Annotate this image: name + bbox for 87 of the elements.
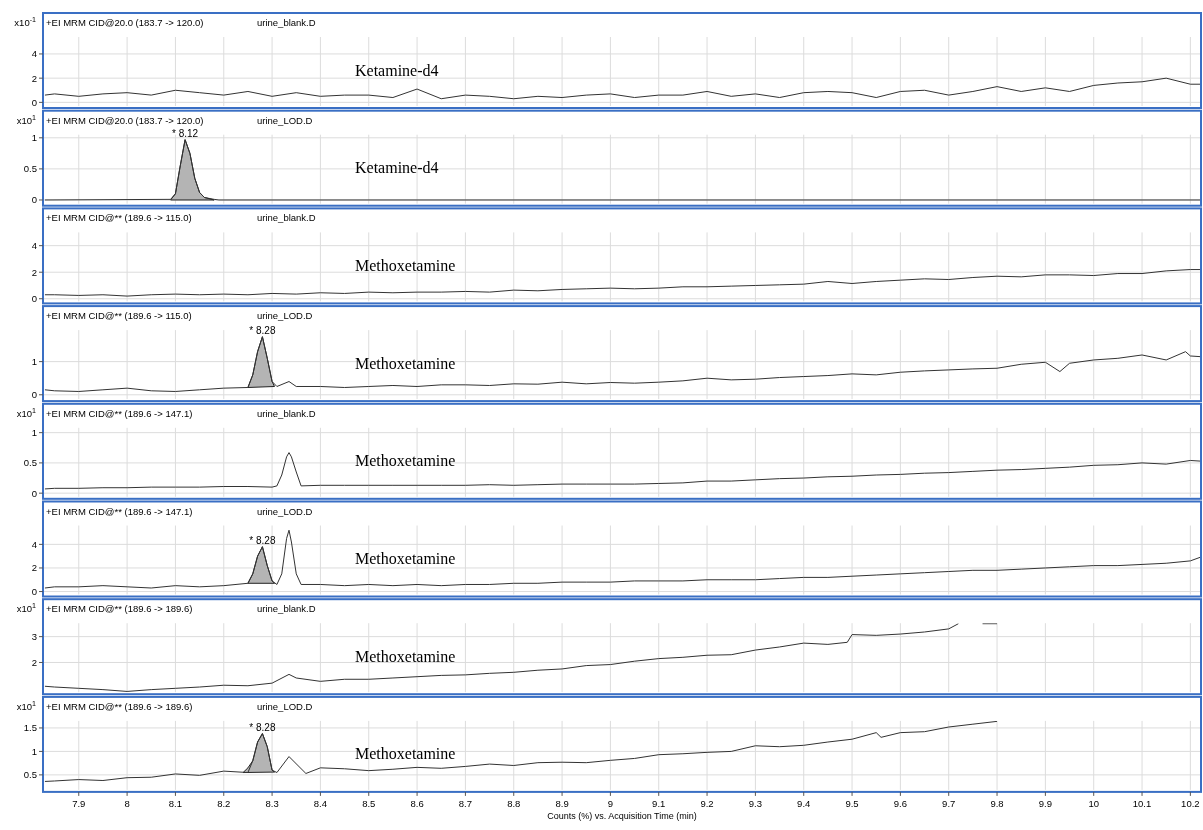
y-axis-title: x10$^{1}$: [16, 699, 37, 712]
x-tick-label: 7.9: [72, 797, 86, 809]
annotation: Methoxetamine: [355, 745, 456, 763]
chart-subtitle: urine_blank.D: [257, 407, 316, 419]
y-tick-label: 0: [31, 194, 37, 206]
line-series: [44, 529, 1201, 589]
x-tick-label: 9.8: [990, 797, 1004, 809]
annotation: * 8.12: [172, 127, 199, 139]
chart-title: +EI MRM CID@** (189.6 -> 115.0): [46, 212, 192, 224]
chart-subtitle: urine_blank.D: [257, 17, 316, 28]
chart-title: +EI MRM CID@** (189.6 -> 189.6): [46, 603, 193, 615]
chart-title: +EI MRM CID@** (189.6 -> 147.1): [46, 505, 193, 517]
chart-subtitle: urine_LOD.D: [257, 114, 313, 126]
x-tick-label: 8.7: [458, 797, 473, 809]
y-tick-label: 0: [31, 586, 37, 598]
annotation: * 8.28: [249, 534, 276, 546]
chart-subtitle: urine_LOD.D: [257, 505, 313, 517]
line-series: [44, 720, 998, 782]
line-series: [44, 269, 1201, 297]
annotation: Ketamine-d4: [355, 159, 439, 177]
x-tick-label: 10.1: [1132, 797, 1152, 809]
x-tick-label: 9.4: [797, 797, 811, 809]
annotation: Methoxetamine: [355, 452, 456, 470]
x-tick-label: 8.1: [168, 797, 183, 809]
y-tick-label: 4: [31, 48, 37, 60]
annotation: Methoxetamine: [355, 550, 456, 567]
y-tick-label: 0.5: [23, 769, 37, 781]
annotation: * 8.28: [249, 324, 276, 336]
chart-subtitle: urine_blank.D: [257, 212, 316, 224]
line-series: [44, 77, 1201, 100]
y-tick-label: 4: [31, 538, 37, 550]
x-tick-label: 9.1: [652, 797, 666, 809]
x-tick-label: 9.5: [845, 797, 859, 809]
x-tick-label: 8.4: [313, 797, 328, 809]
y-tick-label: 1: [31, 745, 37, 757]
y-tick-label: 0: [31, 389, 37, 401]
chart-title: +EI MRM CID@** (189.6 -> 189.6): [46, 700, 193, 712]
y-tick-label: 0.5: [23, 457, 37, 469]
y-tick-label: 4: [31, 240, 37, 252]
x-axis-title: Counts (%) vs. Acquisition Time (min): [547, 810, 697, 821]
y-axis-title: x10$^{1}$: [16, 602, 37, 615]
line-series: [44, 139, 1201, 201]
y-tick-label: 2: [31, 656, 37, 668]
y-axis-title: x10$^{-1}$: [14, 16, 37, 28]
x-tick-label: 10: [1088, 797, 1099, 809]
y-tick-label: 0: [31, 487, 37, 499]
y-tick-label: 1: [31, 356, 37, 368]
x-tick-label: 8.3: [265, 797, 279, 809]
annotation: Methoxetamine: [355, 256, 456, 274]
x-tick-label: 8.5: [362, 797, 376, 809]
annotation: Ketamine-d4: [355, 61, 439, 79]
chart-subtitle: urine_blank.D: [257, 603, 316, 615]
chart-title: +EI MRM CID@20.0 (183.7 -> 120.0): [46, 17, 204, 28]
y-axis-title: x10$^{1}$: [16, 113, 37, 126]
chart-title: +EI MRM CID@** (189.6 -> 147.1): [46, 407, 193, 419]
x-tick-label: 9.6: [893, 797, 907, 809]
x-tick-label: 8: [124, 797, 130, 809]
y-axis-title: x10$^{1}$: [16, 406, 37, 419]
y-tick-label: 0: [31, 96, 37, 108]
x-tick-label: 8.6: [410, 797, 424, 809]
annotation: Methoxetamine: [355, 647, 456, 665]
chart-title: +EI MRM CID@20.0 (183.7 -> 120.0): [46, 114, 204, 126]
line-series: [44, 336, 1201, 392]
y-tick-label: 1: [31, 132, 37, 144]
chart-title: +EI MRM CID@** (189.6 -> 115.0): [46, 310, 192, 322]
annotation: Methoxetamine: [355, 354, 456, 372]
y-tick-label: 1.5: [23, 722, 37, 734]
x-tick-label: 8.2: [217, 797, 231, 809]
chart-subtitle: urine_LOD.D: [257, 310, 313, 322]
y-tick-label: 0: [31, 293, 37, 305]
x-tick-label: 8.9: [555, 797, 569, 809]
x-tick-label: 8.8: [507, 797, 521, 809]
x-tick-label: 9.7: [942, 797, 956, 809]
annotation: * 8.28: [249, 721, 276, 733]
chart-subtitle: urine_LOD.D: [257, 700, 313, 712]
y-tick-label: 2: [31, 562, 37, 574]
x-tick-label: 9: [607, 797, 614, 809]
y-tick-label: 2: [31, 266, 37, 278]
x-tick-label: 9.9: [1038, 797, 1052, 809]
x-tick-label: 9.2: [700, 797, 714, 809]
y-tick-label: 0.5: [23, 163, 37, 175]
y-tick-label: 3: [31, 631, 37, 643]
x-tick-label: 10.2: [1181, 797, 1200, 809]
x-tick-label: 9.3: [748, 797, 762, 809]
y-tick-label: 1: [31, 427, 37, 439]
y-tick-label: 2: [31, 72, 37, 84]
line-series: [44, 452, 1201, 490]
